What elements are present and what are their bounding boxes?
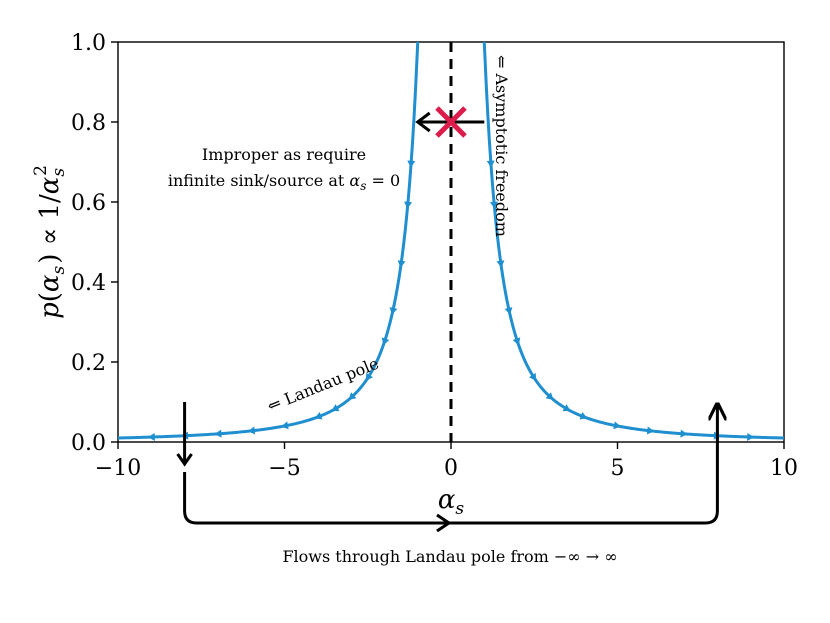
y-axis-label: p(αs) ∝ 1/αs2 [31, 165, 69, 319]
y-tick-label: 0.4 [71, 271, 106, 296]
y-tick-label: 0.6 [71, 191, 106, 216]
x-tick-label: −5 [268, 456, 300, 481]
flow-arrow [407, 160, 416, 168]
annotation-improper-line1: Improper as require [202, 145, 366, 164]
flow-arrow [613, 421, 621, 430]
flow-caption: Flows through Landau pole from −∞ → ∞ [282, 547, 617, 566]
y-tick-label: 0.2 [71, 351, 106, 376]
right-branch-curve [482, 42, 784, 440]
flow-arrow [496, 260, 505, 268]
flow-arrow [389, 307, 398, 315]
annotation-improper-line2: infinite sink/source at αs = 0 [168, 171, 400, 193]
annotation-asymptotic-freedom: ⇐ Asymptotic freedom [492, 55, 511, 237]
flow-arrow [365, 372, 374, 381]
x-tick-label: 0 [444, 456, 458, 481]
plot-area [118, 42, 784, 442]
flow-arrow [247, 426, 256, 435]
flow-arrow [381, 337, 390, 346]
flow-arrow [489, 201, 498, 209]
flow-arrow [331, 404, 340, 412]
flow-path-middle-arrowhead [436, 513, 452, 533]
x-tick-label: 5 [611, 456, 625, 481]
x-axis-ticks: −10 −5 0 5 10 [95, 442, 798, 481]
y-tick-label: 0.0 [71, 431, 106, 456]
flow-arrow [512, 337, 521, 346]
red-x-marker [435, 106, 467, 138]
x-tick-label: −10 [95, 456, 141, 481]
flow-arrow [646, 426, 655, 435]
flow-arrow [562, 404, 571, 412]
flow-arrow [147, 432, 155, 441]
flow-arrow [504, 307, 513, 315]
flow-arrow [314, 412, 323, 420]
flow-arrow [281, 421, 289, 430]
flow-arrow [528, 372, 537, 381]
flow-arrow [680, 429, 688, 438]
flow-arrow [348, 392, 357, 400]
left-branch-curve [118, 42, 420, 440]
x-axis-label: αs [438, 485, 465, 519]
y-axis-ticks: 0.0 0.2 0.4 0.6 0.8 1.0 [71, 31, 118, 456]
flow-arrow [397, 260, 406, 268]
x-tick-label: 10 [770, 456, 798, 481]
flow-arrow [404, 201, 413, 209]
x-marker-stroke [435, 106, 467, 138]
flow-arrow [747, 432, 755, 441]
flow-down-arrowhead [176, 453, 193, 467]
y-tick-label: 1.0 [71, 31, 106, 56]
y-tick-label: 0.8 [71, 111, 106, 136]
flow-arrow [486, 160, 495, 168]
flow-arrow [545, 392, 554, 400]
flow-arrow [579, 412, 588, 420]
flow-arrow [214, 429, 222, 438]
